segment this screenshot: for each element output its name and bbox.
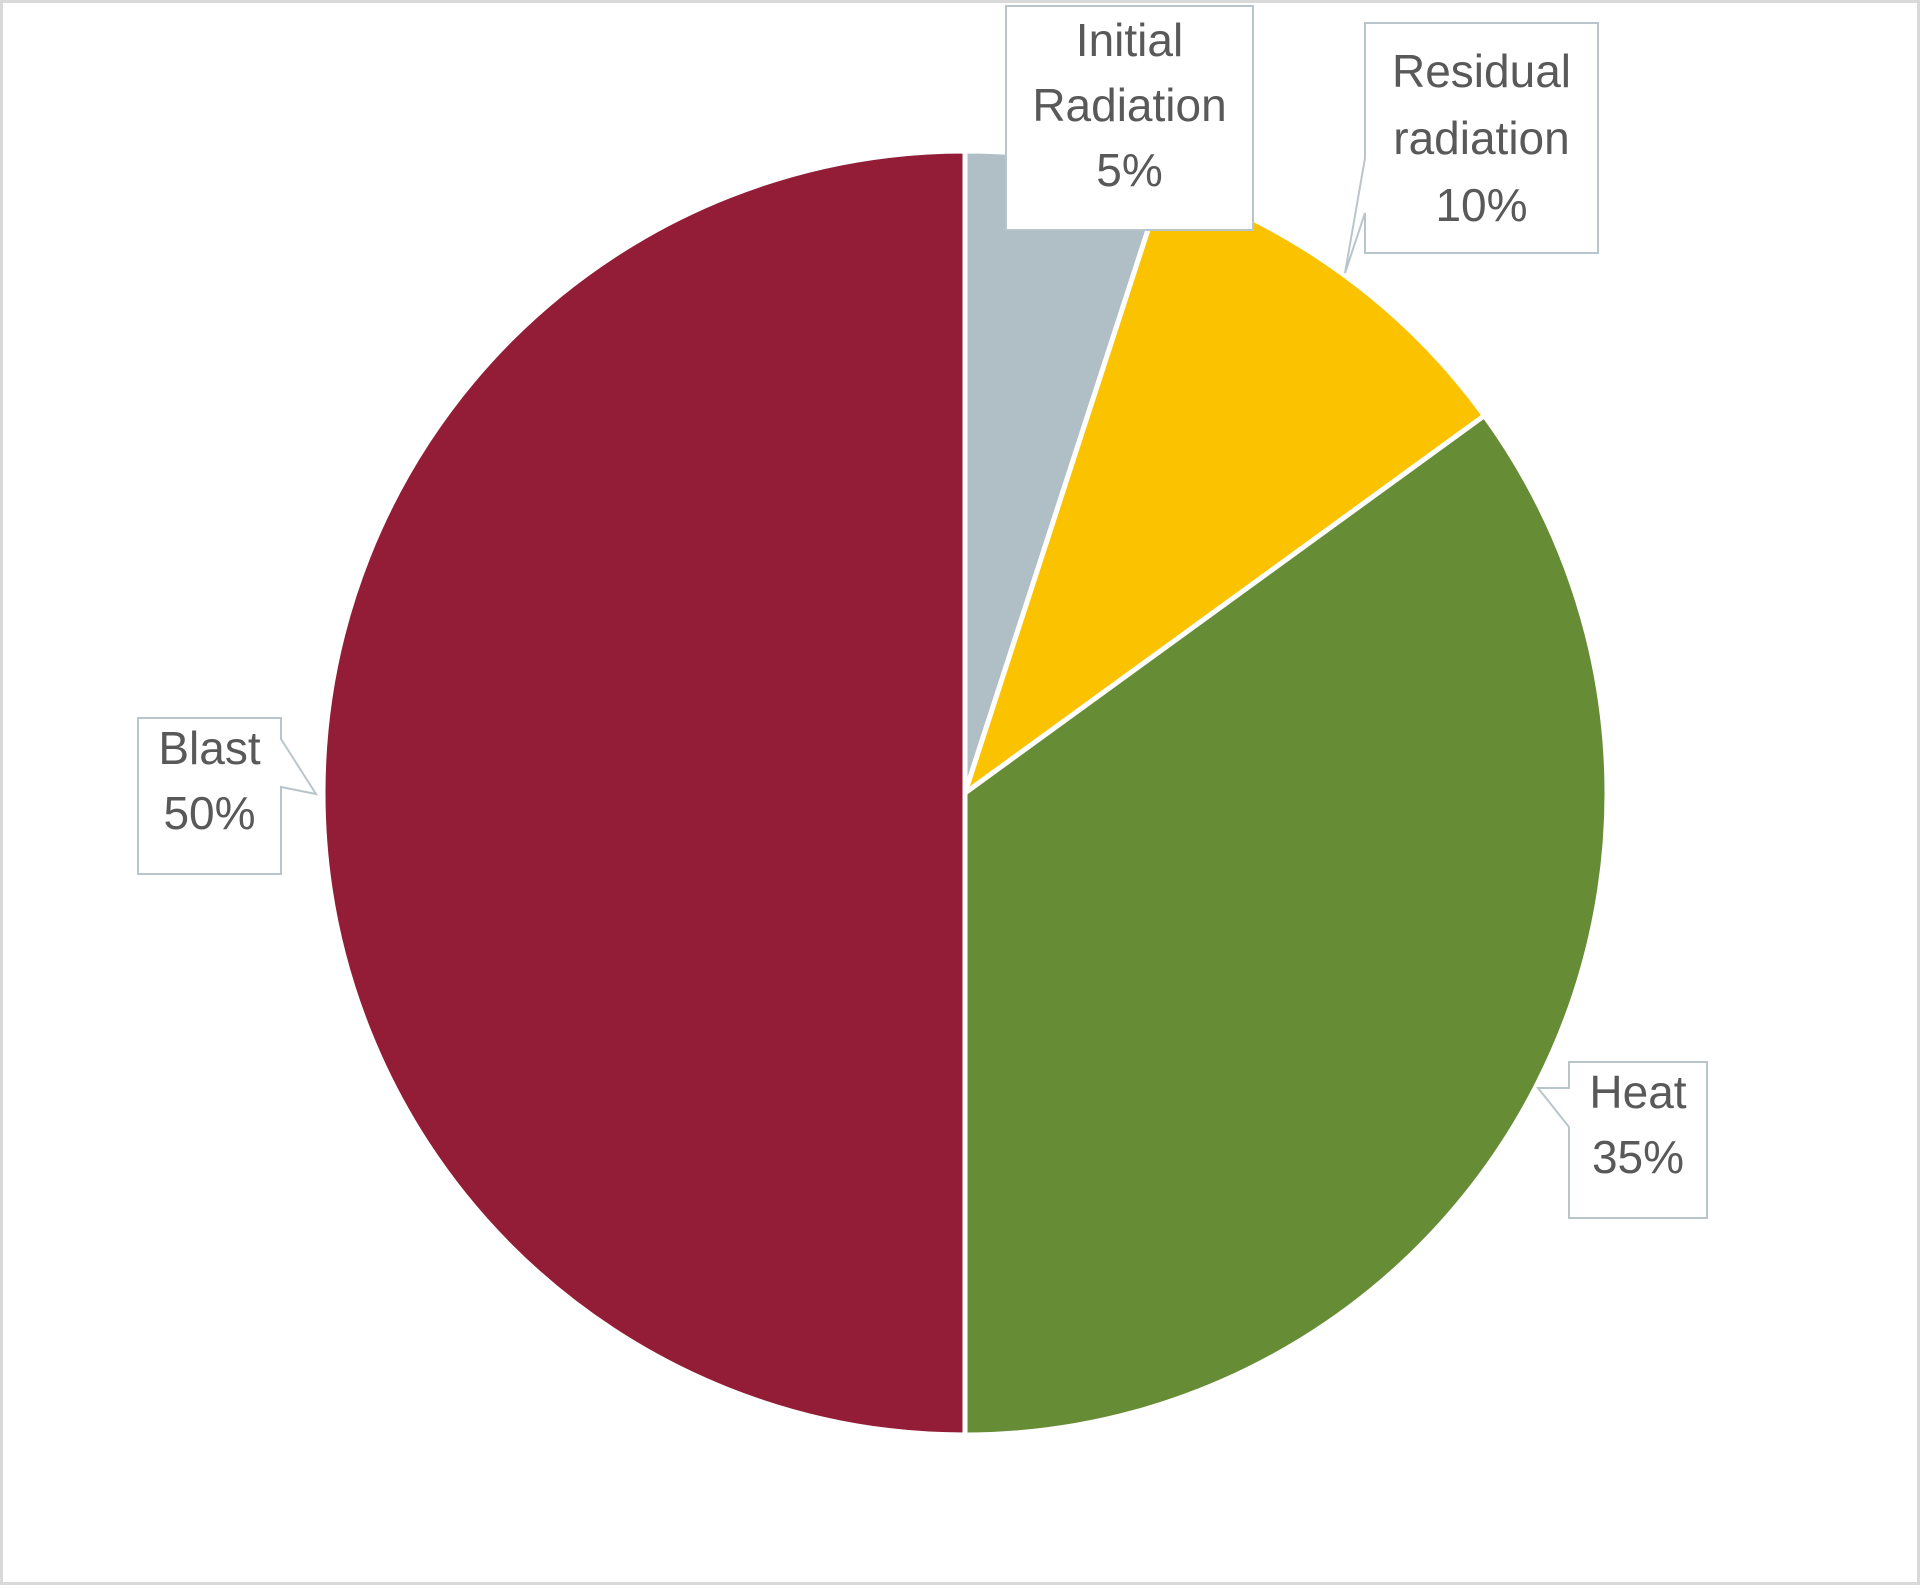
data-label-residual-radiation[interactable]: Residual radiation 10% xyxy=(1344,22,1599,274)
label-category: Residual xyxy=(1392,45,1571,97)
data-label-initial-radiation[interactable]: Initial Radiation 5% xyxy=(1005,5,1254,231)
label-percent: 10% xyxy=(1435,179,1527,231)
pie-slice-blast[interactable] xyxy=(320,148,968,1438)
callout-box xyxy=(1344,22,1599,274)
label-category: Heat xyxy=(1589,1066,1686,1118)
label-percent: 50% xyxy=(163,787,255,839)
pie-chart: Initial Radiation 5% Residual radiation 10% He… xyxy=(137,5,1708,1438)
callout-box xyxy=(1005,5,1254,231)
pie-slices xyxy=(320,148,1610,1438)
label-category: radiation xyxy=(1393,112,1569,164)
label-category: Initial xyxy=(1076,14,1183,66)
label-category: Radiation xyxy=(1032,79,1226,131)
callout-box xyxy=(1535,1061,1708,1219)
data-label-callouts: Initial Radiation 5% Residual radiation 10% He… xyxy=(137,5,1708,1219)
data-label-heat[interactable]: Heat 35% xyxy=(1535,1061,1708,1219)
label-percent: 35% xyxy=(1592,1131,1684,1183)
pie-slice-heat[interactable] xyxy=(962,413,1610,1438)
callout-box xyxy=(137,717,319,875)
label-category: Blast xyxy=(158,722,260,774)
data-label-blast[interactable]: Blast 50% xyxy=(137,717,319,875)
label-percent: 5% xyxy=(1096,144,1162,196)
